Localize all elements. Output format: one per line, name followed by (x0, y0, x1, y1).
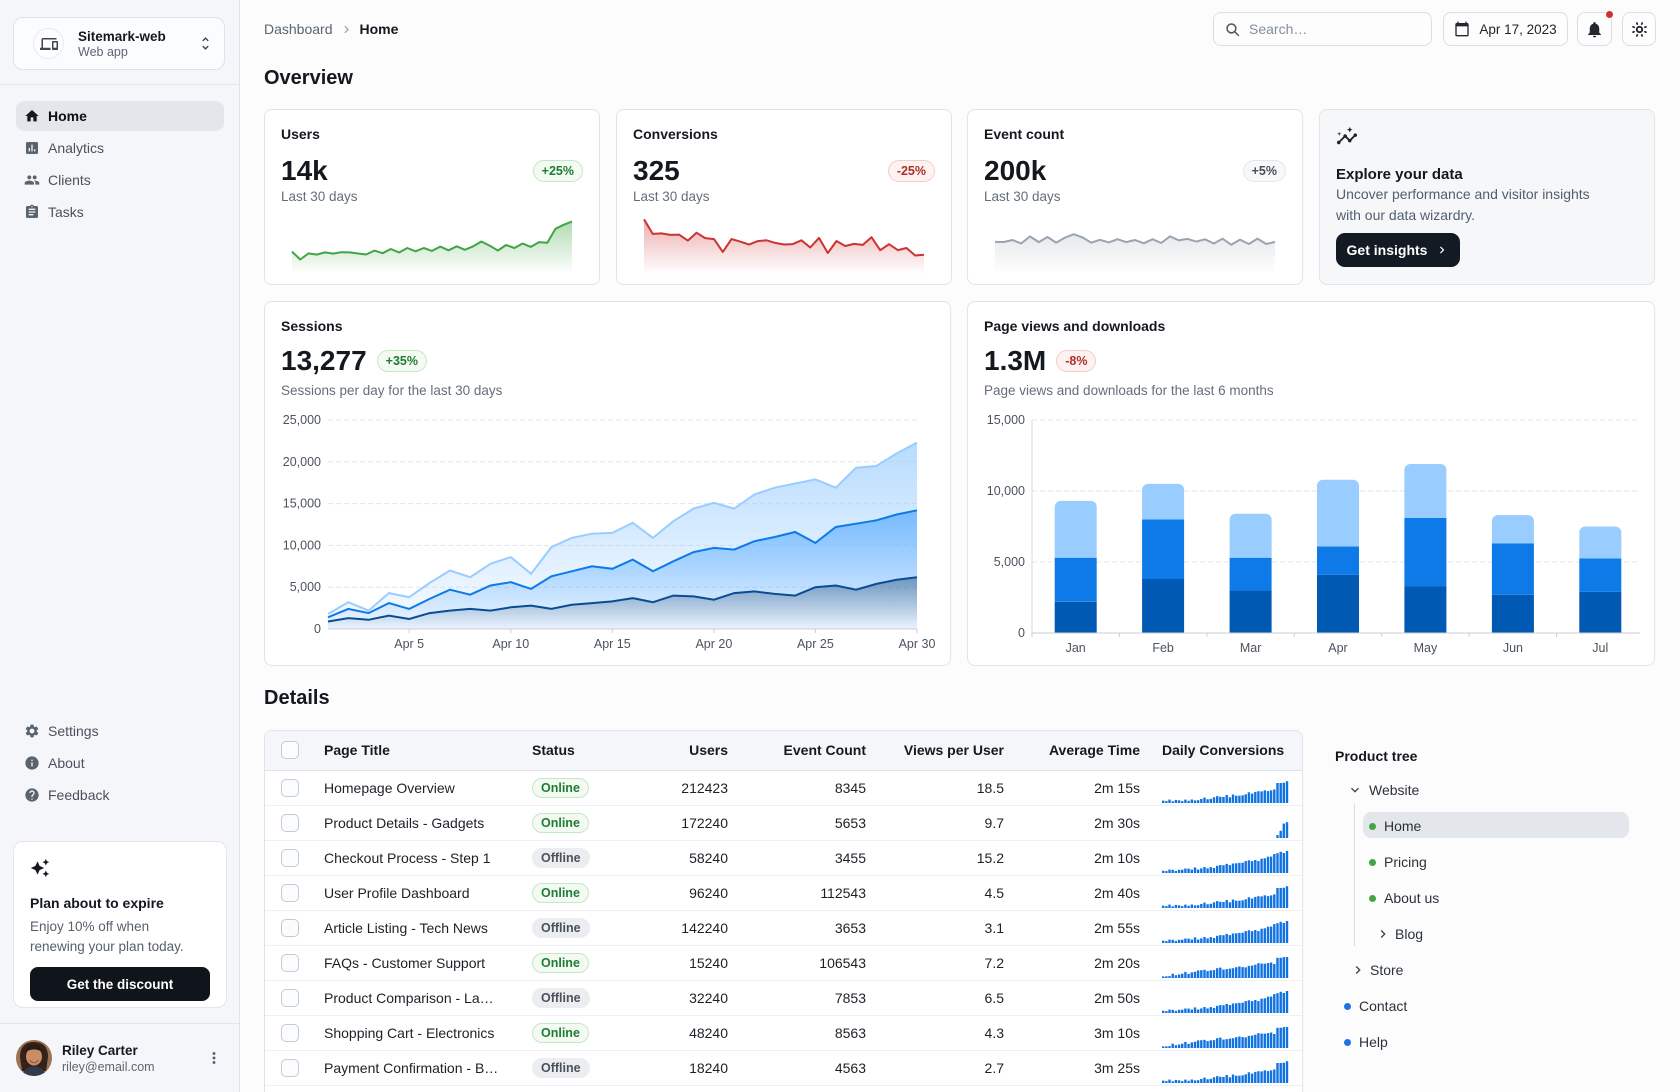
svg-text:0: 0 (1018, 626, 1025, 640)
svg-text:May: May (1414, 641, 1438, 655)
svg-text:Apr 30: Apr 30 (899, 637, 936, 651)
svg-text:Apr 25: Apr 25 (797, 637, 834, 651)
svg-text:Jun: Jun (1503, 641, 1523, 655)
svg-text:20,000: 20,000 (283, 455, 321, 469)
svg-text:10,000: 10,000 (283, 538, 321, 552)
svg-text:Apr 20: Apr 20 (695, 637, 732, 651)
svg-text:Mar: Mar (1240, 641, 1262, 655)
svg-text:15,000: 15,000 (283, 497, 321, 511)
svg-text:Apr 5: Apr 5 (394, 637, 424, 651)
svg-text:25,000: 25,000 (283, 413, 321, 427)
svg-text:5,000: 5,000 (290, 580, 321, 594)
svg-text:Apr: Apr (1328, 641, 1347, 655)
svg-text:Jan: Jan (1066, 641, 1086, 655)
svg-text:5,000: 5,000 (994, 555, 1025, 569)
svg-text:10,000: 10,000 (987, 484, 1025, 498)
svg-text:0: 0 (314, 622, 321, 636)
svg-text:15,000: 15,000 (987, 413, 1025, 427)
svg-text:Apr 15: Apr 15 (594, 637, 631, 651)
svg-text:Apr 10: Apr 10 (492, 637, 529, 651)
svg-text:Feb: Feb (1152, 641, 1174, 655)
svg-text:Jul: Jul (1592, 641, 1608, 655)
